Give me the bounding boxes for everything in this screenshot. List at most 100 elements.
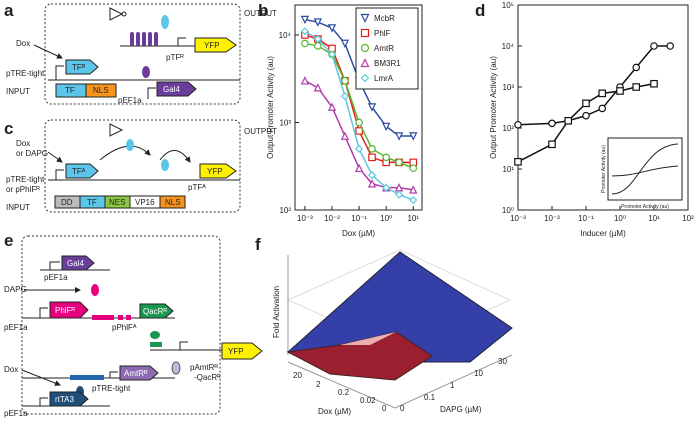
gene — [139, 303, 174, 319]
gene — [65, 59, 99, 75]
panel-label: e — [4, 231, 13, 250]
panel-f: Fold Activation 20 2 0.2 0.02 0 0 0.1 1 … — [272, 249, 513, 416]
tick-label: 0.1 — [424, 393, 436, 402]
x-tick-label: 10⁰ — [614, 214, 626, 223]
label: DAPG — [4, 285, 27, 294]
legend-marker — [360, 73, 370, 83]
marker — [382, 183, 391, 192]
marker — [582, 111, 590, 120]
label: pTFᴬ — [188, 183, 206, 192]
tick-label: 20 — [293, 371, 302, 380]
protein — [171, 361, 181, 375]
marker — [582, 99, 590, 108]
x-tick-label: 10⁻² — [544, 214, 560, 223]
marker — [616, 87, 624, 95]
legend-label: LmrA — [374, 74, 394, 83]
label: pTFᴿ — [166, 53, 184, 62]
marker — [368, 153, 376, 162]
label: Dox — [16, 139, 30, 148]
box — [21, 235, 221, 415]
gene — [49, 301, 89, 319]
marker — [367, 171, 377, 180]
label: pPhlFᴬ — [112, 323, 137, 332]
arrow — [99, 145, 151, 161]
marker — [514, 157, 522, 166]
legend-marker — [360, 58, 370, 68]
marker — [327, 102, 337, 111]
marker — [354, 163, 364, 173]
label: YFP — [204, 41, 220, 50]
axis-label: DAPG (µM) — [440, 405, 482, 414]
axis-label: Fold Activation — [272, 286, 281, 338]
protein — [161, 159, 169, 171]
label: OUTPUT — [244, 127, 277, 136]
label: NLS — [165, 198, 181, 207]
inset-x-label: Promoter Activity (au) — [621, 204, 669, 210]
marker — [300, 27, 309, 36]
marker — [395, 158, 403, 167]
gene — [119, 365, 159, 381]
gate — [109, 123, 124, 137]
legend-label: AmtR — [374, 44, 394, 53]
marker — [394, 132, 404, 141]
marker — [564, 116, 573, 125]
marker — [341, 76, 349, 85]
marker — [355, 127, 363, 135]
label: -QacRᴿ — [194, 373, 221, 382]
marker — [327, 50, 337, 59]
gate — [121, 11, 127, 17]
label: pTRE-tight — [6, 69, 45, 78]
y-axis-label: Output Promoter Activity (au) — [489, 56, 498, 159]
marker — [394, 183, 404, 192]
label: TF — [87, 198, 97, 207]
marker — [666, 42, 675, 50]
legend-label: PhlF — [374, 29, 391, 38]
tick-label: 0.2 — [338, 388, 350, 397]
marker — [355, 144, 364, 153]
dna — [120, 37, 200, 47]
marker — [632, 63, 641, 72]
label: NES — [109, 198, 125, 207]
y-axis-label: Output Promoter Activity (au) — [266, 56, 275, 159]
label: pTRE-tight — [6, 175, 45, 184]
label: pEF1a — [44, 273, 68, 282]
y-tick-label: 10³ — [279, 118, 291, 127]
x-tick-label: 10² — [682, 214, 694, 223]
x-axis-label: Dox (µM) — [342, 229, 375, 238]
x-tick-label: 10⁻¹ — [578, 214, 594, 223]
label: QacRᴿ — [143, 307, 167, 316]
dna — [150, 341, 225, 351]
marker — [409, 195, 418, 205]
legend-marker — [360, 43, 370, 53]
label: VP16 — [135, 198, 155, 207]
marker — [301, 39, 309, 48]
marker — [367, 179, 377, 188]
label: or DAPG — [16, 149, 48, 158]
marker — [650, 79, 658, 88]
marker — [382, 122, 391, 132]
label: YFP — [207, 167, 223, 176]
gene — [194, 37, 237, 53]
marker — [548, 140, 556, 149]
x-tick-label: 10⁻¹ — [351, 214, 367, 223]
label: rtTA3 — [55, 395, 75, 404]
marker — [409, 132, 418, 141]
legend-label: BM3R1 — [374, 59, 401, 68]
legend-marker — [360, 13, 370, 23]
marker — [340, 92, 349, 101]
panel-label: f — [255, 235, 261, 254]
gate — [109, 7, 124, 21]
inset-y-label: Promoter Activity (au) — [601, 145, 607, 193]
label: Dox — [16, 39, 30, 48]
axis-label: Dox (µM) — [318, 407, 351, 416]
box — [44, 119, 241, 213]
panel-label: b — [258, 1, 268, 20]
marker — [409, 185, 418, 194]
marker — [598, 89, 607, 98]
axis — [287, 361, 396, 409]
legend-marker — [360, 28, 370, 38]
tick-label: 10 — [474, 369, 483, 378]
marker — [382, 153, 390, 162]
label: pEF1a — [4, 409, 28, 418]
